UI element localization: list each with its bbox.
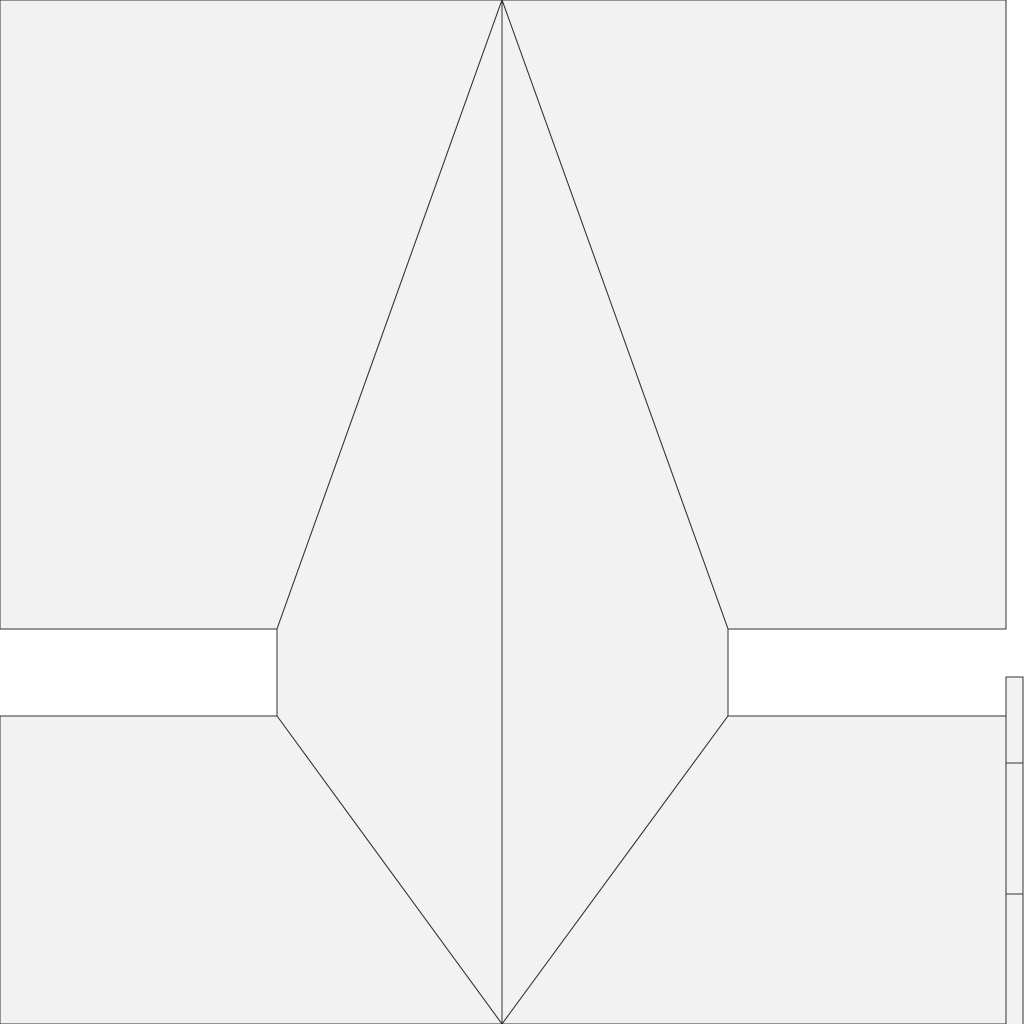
parcel-edge-strip-1[interactable]: [1005, 676, 1024, 764]
parcel-edge-strip-2[interactable]: [1005, 762, 1024, 895]
parcel-edge-strip-3[interactable]: [1005, 893, 1024, 1024]
